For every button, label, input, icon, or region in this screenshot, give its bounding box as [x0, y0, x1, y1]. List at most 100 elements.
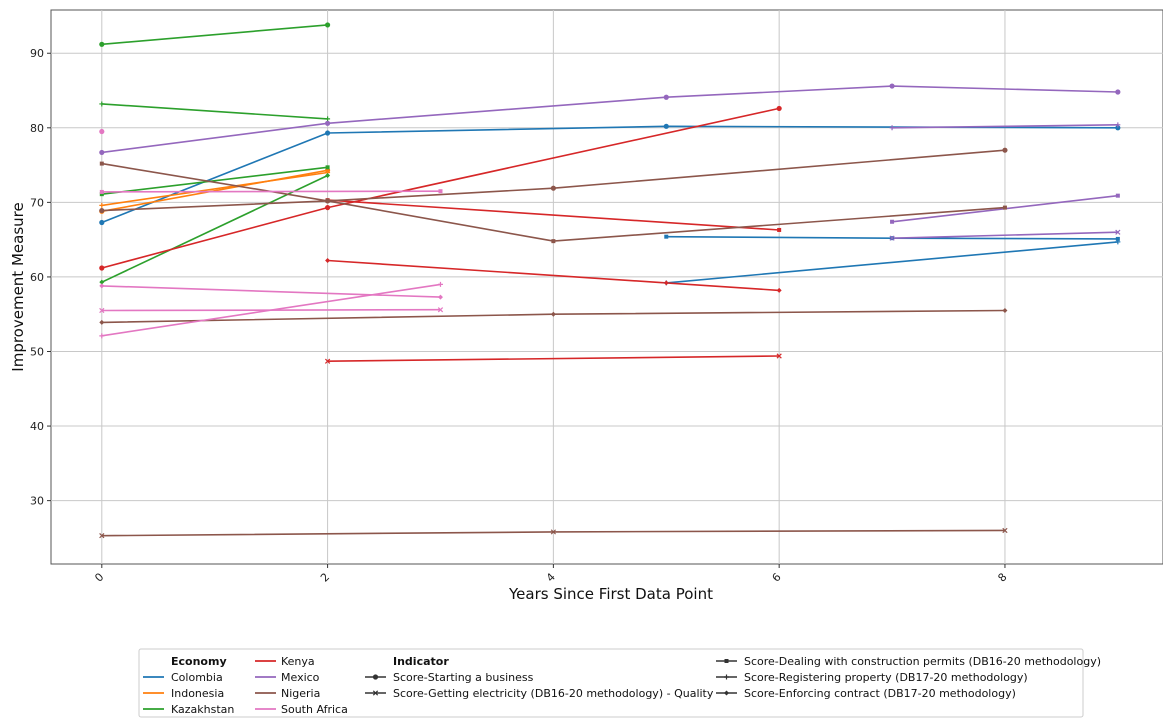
legend-indicator-label: Score-Starting a business: [393, 671, 534, 684]
data-point: [1115, 125, 1121, 131]
legend-indicator-title: Indicator: [393, 655, 449, 668]
data-point: [1115, 193, 1120, 198]
y-tick-label: 60: [30, 271, 44, 284]
data-point: [1002, 527, 1008, 534]
legend-indicator-marker: [724, 690, 729, 696]
plot-area: [50, 9, 1163, 565]
data-point: [776, 105, 782, 112]
data-point: [325, 198, 330, 203]
data-point: [663, 280, 669, 286]
series-line: [101, 285, 441, 298]
data-point: [776, 353, 782, 359]
data-point: [324, 130, 331, 136]
y-tick-label: 40: [30, 420, 44, 433]
data-point: [776, 287, 782, 293]
legend-economy-title: Economy: [171, 655, 227, 668]
data-point: [99, 265, 105, 271]
x-tick-label: 0: [92, 570, 106, 584]
legend-box: [138, 648, 1084, 718]
x-axis-label: Years Since First Data Point: [508, 585, 713, 603]
legend-indicator-label: Score-Getting electricity (DB16-20 metho…: [393, 687, 714, 700]
legend-economy-label: South Africa: [281, 703, 348, 716]
series-line: [892, 231, 1118, 239]
series-line: [101, 308, 441, 312]
data-point: [663, 123, 669, 129]
data-point: [1002, 307, 1008, 313]
data-point: [889, 235, 895, 241]
legend-indicator-marker: [724, 674, 729, 680]
data-point: [99, 161, 104, 166]
data-point: [99, 128, 105, 135]
legend-economy-label: Indonesia: [171, 687, 224, 700]
series-line: [666, 241, 1118, 284]
legend-economy-label: Mexico: [281, 671, 320, 684]
data-point: [325, 165, 330, 170]
legend-economy-label: Kazakhstan: [171, 703, 234, 716]
data-point: [99, 207, 105, 214]
data-point: [99, 333, 105, 339]
data-point: [550, 529, 557, 535]
x-tick-label: 6: [770, 570, 784, 584]
data-point: [324, 120, 331, 126]
data-point: [99, 279, 105, 285]
legend-economy-label: Kenya: [281, 655, 315, 668]
data-point: [1115, 236, 1120, 241]
legend-indicator-marker: [372, 674, 379, 680]
data-point: [99, 101, 105, 107]
data-point: [99, 307, 105, 314]
data-point: [1115, 122, 1121, 128]
y-tick-label: 90: [30, 47, 44, 60]
legend: Economy Indicator Colombia Indonesia Kazak…: [138, 648, 1101, 718]
data-point: [324, 358, 331, 364]
y-ticks: 30 40 50 60 70 80 90: [30, 47, 51, 508]
data-point: [1115, 89, 1121, 95]
series-line: [101, 103, 328, 120]
series-line: [101, 169, 328, 213]
data-point: [777, 227, 782, 232]
series-line: [327, 355, 780, 362]
data-point: [1115, 229, 1121, 235]
data-point: [437, 281, 443, 287]
y-tick-label: 70: [30, 196, 44, 209]
data-point: [550, 311, 556, 317]
series-line: [101, 166, 328, 195]
data-point: [663, 94, 669, 100]
series-line: [101, 174, 328, 283]
data-point: [890, 219, 895, 224]
x-tick-label: 8: [995, 570, 1009, 584]
y-tick-label: 80: [30, 122, 44, 135]
series-line: [101, 162, 1005, 242]
series-line: [327, 199, 780, 231]
legend-indicator-label: Score-Registering property (DB17-20 meth…: [744, 671, 1028, 684]
series-line: [101, 171, 328, 207]
legend-indicator-marker: [724, 659, 729, 663]
legend-indicator-label: Score-Enforcing contract (DB17-20 method…: [744, 687, 1016, 700]
series-line: [892, 124, 1118, 129]
data-point: [99, 189, 104, 194]
x-ticks: 0 2 4 6 8: [92, 564, 1010, 585]
data-point: [99, 41, 105, 47]
data-point: [99, 149, 105, 156]
data-point: [325, 173, 331, 179]
legend-items: Colombia Indonesia Kazakhstan Kenya Mexico Ni…: [143, 655, 1101, 716]
data-point: [1002, 205, 1007, 210]
data-point: [325, 116, 331, 122]
data-point: [551, 239, 556, 244]
data-point: [99, 192, 104, 197]
y-tick-label: 30: [30, 495, 44, 508]
data-point: [99, 533, 105, 539]
data-point: [437, 307, 444, 313]
data-point: [438, 189, 443, 194]
x-tick-label: 4: [544, 570, 558, 584]
series-line: [101, 149, 1005, 212]
legend-economy-label: Nigeria: [281, 687, 320, 700]
data-point: [325, 258, 331, 264]
legend-economy-label: Colombia: [171, 671, 223, 684]
y-tick-label: 50: [30, 345, 44, 358]
data-point: [664, 234, 669, 239]
series-line: [101, 24, 328, 46]
series-points: [99, 22, 1121, 539]
data-point: [437, 294, 443, 300]
data-point: [550, 185, 556, 191]
